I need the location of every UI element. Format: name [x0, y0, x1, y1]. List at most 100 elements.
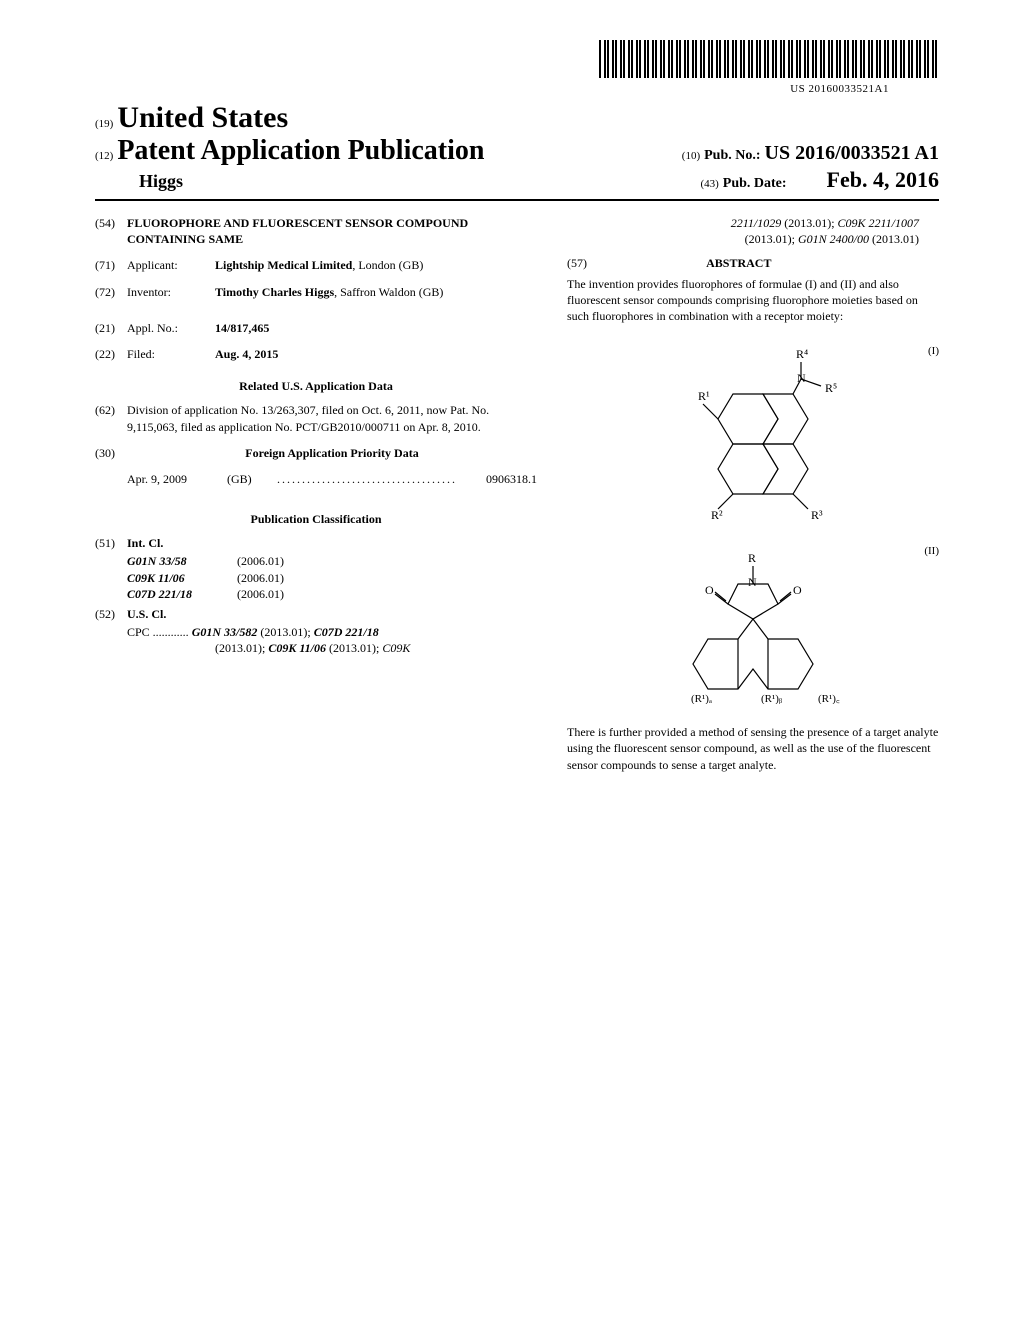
cpc-cont-2-yr: (2013.01);: [745, 232, 798, 246]
field-uscl-head: (52) U.S. Cl.: [95, 606, 537, 622]
intcl-year-2: (2006.01): [237, 586, 284, 602]
f51-label: Int. Cl.: [127, 535, 537, 551]
f21-label: Appl. No.:: [127, 320, 215, 336]
pubdate-label: Pub. Date:: [723, 176, 787, 191]
chem-formula-1: (I) R¹: [567, 344, 939, 524]
f57-num: (57): [567, 256, 587, 270]
f72-num: (72): [95, 284, 127, 300]
cpc-cont-3: G01N 2400/00: [798, 232, 869, 246]
f71-label: Applicant:: [127, 257, 215, 273]
f54-title: FLUOROPHORE AND FLUORESCENT SENSOR COMPO…: [127, 215, 537, 247]
pubdate-block: (43) Pub. Date: Feb. 4, 2016: [700, 167, 939, 193]
cpc-continue: (2013.01); C09K 11/06 (2013.01); C09K: [95, 640, 537, 656]
intcl-code-1: C09K 11/06: [127, 570, 237, 586]
intcl-code-0: G01N 33/58: [127, 553, 237, 569]
chem2-r1a: (R¹)ₐ: [691, 693, 712, 704]
chem2-r1c: (R¹)꜀: [818, 693, 840, 704]
chem1-r2: R²: [711, 508, 723, 522]
cpc-cont-1-yr: (2013.01);: [781, 216, 837, 230]
country-name: United States: [117, 101, 288, 134]
cpc-3-yr: (2013.01);: [326, 641, 382, 655]
title-row: (12) Patent Application Publication (10)…: [95, 135, 939, 167]
abstract-head: ABSTRACT: [590, 255, 888, 271]
cpc-4: C09K: [382, 641, 410, 655]
right-column: 2211/1029 (2013.01); C09K 2211/1007 (201…: [567, 215, 939, 773]
cpc-2-yr: (2013.01);: [215, 641, 268, 655]
f71-num: (71): [95, 257, 127, 273]
cpc-1-yr: (2013.01);: [257, 625, 313, 639]
field-inventor: (72) Inventor: Timothy Charles Higgs, Sa…: [95, 284, 537, 300]
cpc-block: CPC ............ G01N 33/582 (2013.01); …: [95, 624, 537, 640]
f62-num: (62): [95, 402, 127, 434]
f52-num: (52): [95, 606, 127, 622]
intcl-year-1: (2006.01): [237, 570, 284, 586]
f72-loc: , Saffron Waldon (GB): [334, 285, 443, 299]
chem2-r: R: [748, 551, 756, 565]
barcode-number: US 20160033521A1: [95, 83, 889, 95]
formula2-label: (II): [924, 544, 939, 559]
pubno-block: (10) Pub. No.: US 2016/0033521 A1: [682, 142, 939, 165]
f72-name: Timothy Charles Higgs: [215, 285, 334, 299]
chem1-r3: R³: [811, 508, 823, 522]
cpc-cont-3-yr: (2013.01): [869, 232, 919, 246]
pubdate: Feb. 4, 2016: [827, 167, 939, 192]
chem2-r1b: (R¹)ᵦ: [761, 693, 782, 704]
field-intcl-head: (51) Int. Cl.: [95, 535, 537, 551]
priority-country: (GB): [227, 471, 277, 487]
f72-label: Inventor:: [127, 284, 215, 300]
columns: (54) FLUOROPHORE AND FLUORESCENT SENSOR …: [95, 215, 939, 773]
pubno-label: Pub. No.:: [704, 148, 760, 163]
field-title: (54) FLUOROPHORE AND FLUORESCENT SENSOR …: [95, 215, 537, 247]
priority-dots: ....................................: [277, 471, 457, 487]
cpc-cont-2: C09K 2211/1007: [838, 216, 919, 230]
chem2-n: N: [748, 575, 757, 589]
pubno-prefix: (10): [682, 150, 700, 162]
f54-num: (54): [95, 215, 127, 247]
cpc-cont-1: 2211/1029: [731, 216, 781, 230]
pub-type-block: (12) Patent Application Publication: [95, 135, 484, 167]
pub-prefix: (12): [95, 150, 113, 162]
intcl-row-2: C07D 221/18 (2006.01): [95, 586, 537, 602]
f62-text: Division of application No. 13/263,307, …: [127, 402, 537, 434]
f71-val: Lightship Medical Limited, London (GB): [215, 257, 537, 273]
chem-structure-2-icon: R N O O (R¹)ₐ (R¹)ᵦ (R¹)꜀: [643, 544, 863, 704]
field-applno: (21) Appl. No.: 14/817,465: [95, 320, 537, 336]
field-foreign-head: (30) Foreign Application Priority Data: [95, 445, 537, 461]
intcl-code-2: C07D 221/18: [127, 586, 237, 602]
priority-row: Apr. 9, 2009 (GB) ......................…: [95, 471, 537, 487]
f71-loc: , London (GB): [352, 258, 423, 272]
f22-label: Filed:: [127, 346, 215, 362]
priority-date: Apr. 9, 2009: [127, 471, 227, 487]
f72-val: Timothy Charles Higgs, Saffron Waldon (G…: [215, 284, 537, 300]
left-column: (54) FLUOROPHORE AND FLUORESCENT SENSOR …: [95, 215, 537, 773]
intcl-row-0: G01N 33/58 (2006.01): [95, 553, 537, 569]
f21-num: (21): [95, 320, 127, 336]
f71-name: Lightship Medical Limited: [215, 258, 352, 272]
formula1-label: (I): [928, 344, 939, 359]
related-head: Related U.S. Application Data: [95, 378, 537, 394]
cpc-3: C09K 11/06: [268, 641, 326, 655]
chem2-o1: O: [705, 583, 714, 597]
f21-val: 14/817,465: [215, 320, 537, 336]
pubdate-prefix: (43): [700, 178, 718, 190]
chem-structure-1-icon: R¹ R² R³ R⁴ R⁵ N: [653, 344, 853, 524]
country-line: (19) United States: [95, 101, 939, 135]
header-rule: [95, 199, 939, 201]
cpc-cont-block: 2211/1029 (2013.01); C09K 2211/1007 (201…: [567, 215, 939, 247]
chem1-r5: R⁵: [825, 381, 837, 395]
author-row: Higgs (43) Pub. Date: Feb. 4, 2016: [95, 167, 939, 193]
priority-num: 0906318.1: [457, 471, 537, 487]
abstract-p1: The invention provides fluorophores of f…: [567, 276, 939, 325]
page: US 20160033521A1 (19) United States (12)…: [0, 0, 1024, 813]
field-applicant: (71) Applicant: Lightship Medical Limite…: [95, 257, 537, 273]
pubno: US 2016/0033521 A1: [765, 142, 939, 164]
class-head: Publication Classification: [95, 511, 537, 527]
chem-formula-2: (II) R: [567, 544, 939, 704]
country-prefix: (19): [95, 118, 113, 130]
cpc-2: C07D 221/18: [314, 625, 379, 639]
barcode-block: US 20160033521A1: [95, 40, 939, 95]
field-filed: (22) Filed: Aug. 4, 2015: [95, 346, 537, 362]
abstract-block: (57) ABSTRACT: [567, 255, 939, 275]
field-division: (62) Division of application No. 13/263,…: [95, 402, 537, 434]
intcl-year-0: (2006.01): [237, 553, 284, 569]
